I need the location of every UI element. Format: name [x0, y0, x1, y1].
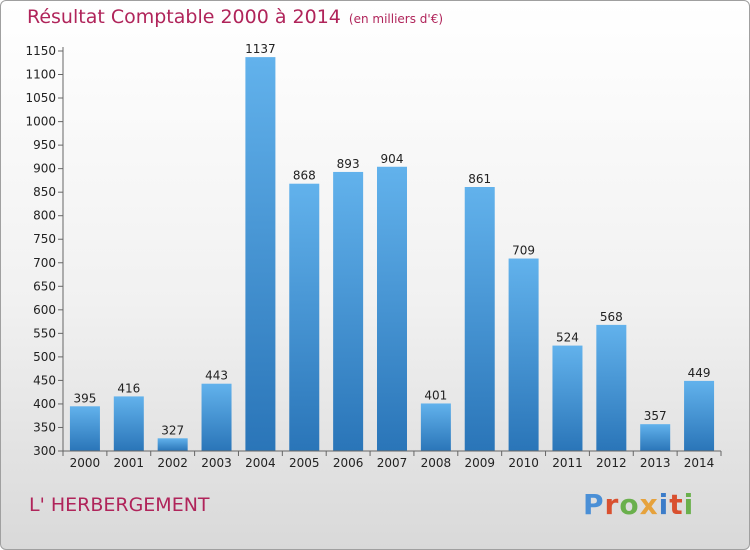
data-label-2000: 395 [73, 391, 96, 405]
data-label-2006: 893 [337, 157, 360, 171]
data-label-2002: 327 [161, 423, 184, 437]
bars-layer: 395 416 327 443 1137 868 893 904 401 861 709 524 568… [69, 42, 715, 452]
x-tick-label-2007: 2007 [377, 456, 408, 470]
x-tick-label-2002: 2002 [157, 456, 188, 470]
bar-2011 [552, 345, 583, 451]
logo-letter: x [639, 488, 659, 521]
bar-2012 [596, 324, 627, 451]
y-tick-label: 850 [33, 185, 56, 199]
bar-2007 [377, 166, 407, 451]
y-tick-label: 1150 [25, 44, 56, 58]
x-tick-label-2004: 2004 [245, 456, 276, 470]
data-label-2004: 1137 [245, 42, 276, 56]
chart-title: Résultat Comptable 2000 à 2014 (en millie… [27, 6, 443, 28]
logo-letter: i [683, 488, 695, 521]
bar-2014 [684, 380, 715, 451]
bar-2006 [333, 171, 364, 452]
x-tick-label-2010: 2010 [508, 456, 539, 470]
y-tick-label: 750 [33, 232, 56, 246]
bar-2000 [69, 406, 100, 451]
data-label-2005: 868 [293, 169, 316, 183]
y-tick-label: 350 [33, 420, 56, 434]
data-label-2013: 357 [644, 409, 667, 423]
y-tick-label: 1100 [25, 68, 56, 82]
data-label-2003: 443 [205, 369, 228, 383]
x-tick-label-2005: 2005 [289, 456, 320, 470]
logo-letter: P [583, 488, 605, 521]
bar-2008 [420, 403, 451, 451]
y-tick-label: 400 [33, 397, 56, 411]
y-tick-label: 450 [33, 373, 56, 387]
x-tick-label-2000: 2000 [70, 456, 101, 470]
y-tick-label: 1050 [25, 91, 56, 105]
data-label-2012: 568 [600, 310, 623, 324]
data-label-2011: 524 [556, 331, 579, 345]
x-tick-label-2011: 2011 [552, 456, 583, 470]
y-tick-label: 650 [33, 279, 56, 293]
x-tick-label-2014: 2014 [684, 456, 715, 470]
x-tick-label-2009: 2009 [464, 456, 495, 470]
y-tick-label: 1000 [25, 115, 56, 129]
y-tick-label: 900 [33, 162, 56, 176]
bar-2010 [508, 258, 539, 451]
logo-letter: i [658, 488, 670, 521]
x-tick-label-2006: 2006 [333, 456, 364, 470]
chart-title-text: Résultat Comptable 2000 à 2014 [27, 6, 341, 28]
proxiti-logo: Proxiti [583, 488, 694, 521]
bar-2009 [464, 187, 495, 451]
bar-2002 [157, 438, 188, 451]
x-tick-label-2012: 2012 [596, 456, 627, 470]
y-tick-label: 550 [33, 326, 56, 340]
data-label-2007: 904 [381, 152, 404, 166]
bar-2001 [113, 396, 144, 451]
x-tick-label-2008: 2008 [421, 456, 452, 470]
y-tick-label: 700 [33, 256, 56, 270]
bar-2013 [640, 424, 671, 451]
y-tick-label: 500 [33, 350, 56, 364]
data-label-2008: 401 [424, 388, 447, 402]
bar-2004 [245, 57, 276, 451]
y-tick-label: 950 [33, 138, 56, 152]
logo-letter: t [669, 488, 684, 521]
bar-2005 [289, 183, 320, 452]
y-tick-label: 300 [33, 444, 56, 458]
data-label-2014: 449 [688, 366, 711, 380]
chart-subtitle: (en milliers d'€) [348, 12, 444, 26]
x-tick-label-2013: 2013 [640, 456, 671, 470]
bar-2003 [201, 383, 232, 451]
x-tick-label-2001: 2001 [114, 456, 145, 470]
axes-layer: 300 350 400 450 500 550 600 650 700 750 800 850 900 9… [25, 44, 722, 470]
logo-letter: r [604, 488, 620, 521]
x-tick-label-2003: 2003 [201, 456, 232, 470]
data-label-2009: 861 [468, 172, 491, 186]
data-label-2001: 416 [117, 381, 140, 395]
y-tick-label: 600 [33, 303, 56, 317]
logo-letter: o [619, 488, 640, 521]
commune-name: L' HERBERGEMENT [29, 494, 210, 516]
y-tick-label: 800 [33, 209, 56, 223]
data-label-2010: 709 [512, 244, 535, 258]
